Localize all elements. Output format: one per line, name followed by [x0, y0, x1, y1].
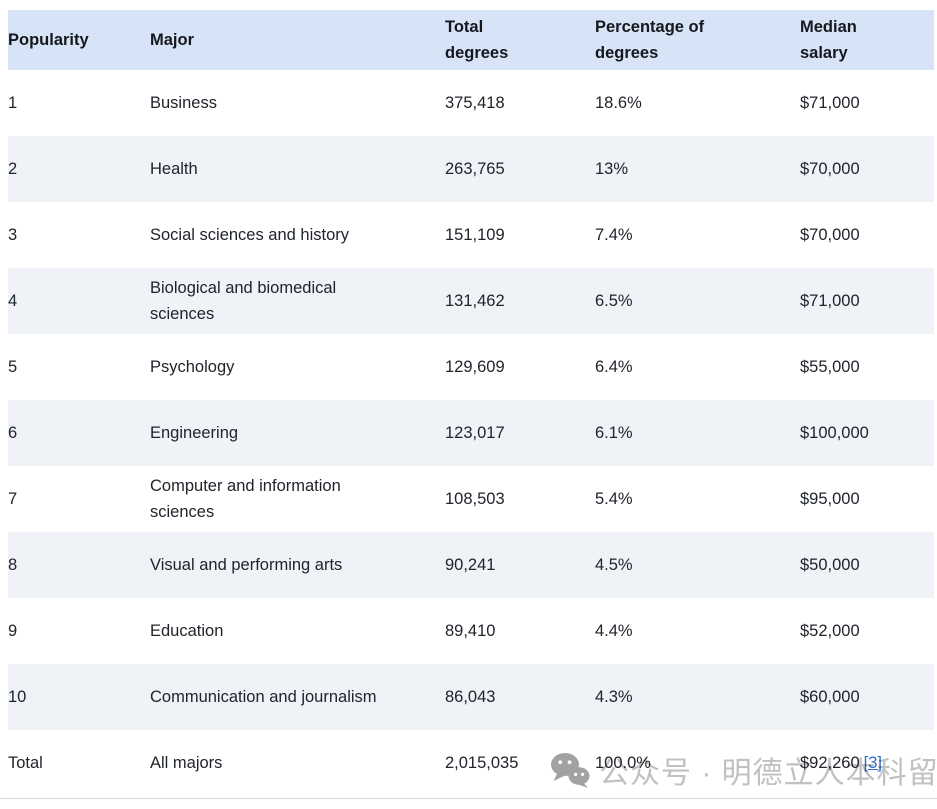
cell-median-salary: $71,000 — [800, 94, 860, 112]
cell-total-degrees: 375,418 — [445, 94, 505, 112]
table-row: 3 Social sciences and history 151,109 7.… — [8, 202, 934, 268]
cell-total-degrees: 89,410 — [445, 622, 496, 640]
cell-major: Visual and performing arts — [150, 556, 343, 574]
cell-median-salary: $60,000 — [800, 688, 860, 706]
table-row: 4 Biological and biomedical sciences 131… — [8, 268, 934, 334]
cell-median-salary: $52,000 — [800, 622, 860, 640]
cell-major: Social sciences and history — [150, 226, 350, 244]
cell-popularity: 3 — [8, 226, 18, 244]
table-row: 2 Health 263,765 13% $70,000 — [8, 136, 934, 202]
cell-percentage: 6.4% — [595, 358, 633, 376]
cell-percentage: 7.4% — [595, 226, 633, 244]
table-header-row: Popularity Major Total degrees Percentag… — [8, 10, 934, 70]
cell-median-salary: $70,000 — [800, 226, 860, 244]
col-header-percentage: Percentage of degrees — [595, 18, 705, 62]
cell-popularity: 2 — [8, 160, 18, 178]
cell-median-salary: $95,000 — [800, 490, 860, 508]
cell-median-salary: $55,000 — [800, 358, 860, 376]
cell-percentage: 4.3% — [595, 688, 633, 706]
majors-table: Popularity Major Total degrees Percentag… — [8, 10, 934, 796]
cell-total-degrees: 123,017 — [445, 424, 505, 442]
cell-major: Health — [150, 160, 198, 178]
cell-major: Psychology — [150, 358, 235, 376]
cell-total-degrees: 263,765 — [445, 160, 505, 178]
cell-total-degrees: 108,503 — [445, 490, 505, 508]
cell-median-salary: $50,000 — [800, 556, 860, 574]
cell-median-salary: $71,000 — [800, 292, 860, 310]
cell-popularity: 8 — [8, 556, 18, 574]
cell-popularity: 10 — [8, 688, 27, 706]
cell-major: Business — [150, 94, 217, 112]
cell-major: Biological and biomedical sciences — [150, 279, 337, 323]
cell-percentage: 18.6% — [595, 94, 642, 112]
col-header-major: Major — [150, 31, 195, 49]
cell-major: Education — [150, 622, 224, 640]
cell-percentage: 4.4% — [595, 622, 633, 640]
cell-median-salary: $100,000 — [800, 424, 869, 442]
total-salary-value: $92,260 — [800, 754, 860, 772]
table-row: 7 Computer and information sciences 108,… — [8, 466, 934, 532]
col-header-total-degrees: Total degrees — [445, 18, 509, 62]
cell-total-degrees: 151,109 — [445, 226, 505, 244]
cell-percentage: 5.4% — [595, 490, 633, 508]
cell-popularity: 5 — [8, 358, 18, 376]
cell-popularity: 9 — [8, 622, 18, 640]
cell-total-degrees: 129,609 — [445, 358, 505, 376]
table-bottom-border — [0, 798, 937, 799]
table-row: 10 Communication and journalism 86,043 4… — [8, 664, 934, 730]
cell-total-label: Total — [8, 754, 43, 772]
table-row: 6 Engineering 123,017 6.1% $100,000 — [8, 400, 934, 466]
table-row: 5 Psychology 129,609 6.4% $55,000 — [8, 334, 934, 400]
cell-total-degrees: 86,043 — [445, 688, 496, 706]
cell-total-median-salary: $92,260 [3] — [800, 730, 934, 796]
cell-median-salary: $70,000 — [800, 160, 860, 178]
cell-popularity: 6 — [8, 424, 18, 442]
cell-total-degrees: 2,015,035 — [445, 754, 519, 772]
cell-total-percentage: 100.0% — [595, 754, 651, 772]
table-row: 1 Business 375,418 18.6% $71,000 — [8, 70, 934, 136]
col-header-median-salary: Median salary — [800, 18, 857, 62]
cell-major: Communication and journalism — [150, 688, 377, 706]
cell-popularity: 4 — [8, 292, 18, 310]
cell-percentage: 6.5% — [595, 292, 633, 310]
cell-total-degrees: 90,241 — [445, 556, 496, 574]
cell-percentage: 6.1% — [595, 424, 633, 442]
cell-total-degrees: 131,462 — [445, 292, 505, 310]
citation-link[interactable]: [3] — [863, 754, 883, 772]
cell-popularity: 7 — [8, 490, 18, 508]
col-header-popularity: Popularity — [8, 31, 89, 49]
cell-major: Engineering — [150, 424, 239, 442]
cell-percentage: 13% — [595, 160, 629, 178]
cell-popularity: 1 — [8, 94, 18, 112]
table-row: 8 Visual and performing arts 90,241 4.5%… — [8, 532, 934, 598]
cell-percentage: 4.5% — [595, 556, 633, 574]
table-total-row: Total All majors 2,015,035 100.0% $92,26… — [8, 730, 934, 796]
table-row: 9 Education 89,410 4.4% $52,000 — [8, 598, 934, 664]
cell-total-major: All majors — [150, 754, 223, 772]
cell-major: Computer and information sciences — [150, 477, 341, 521]
